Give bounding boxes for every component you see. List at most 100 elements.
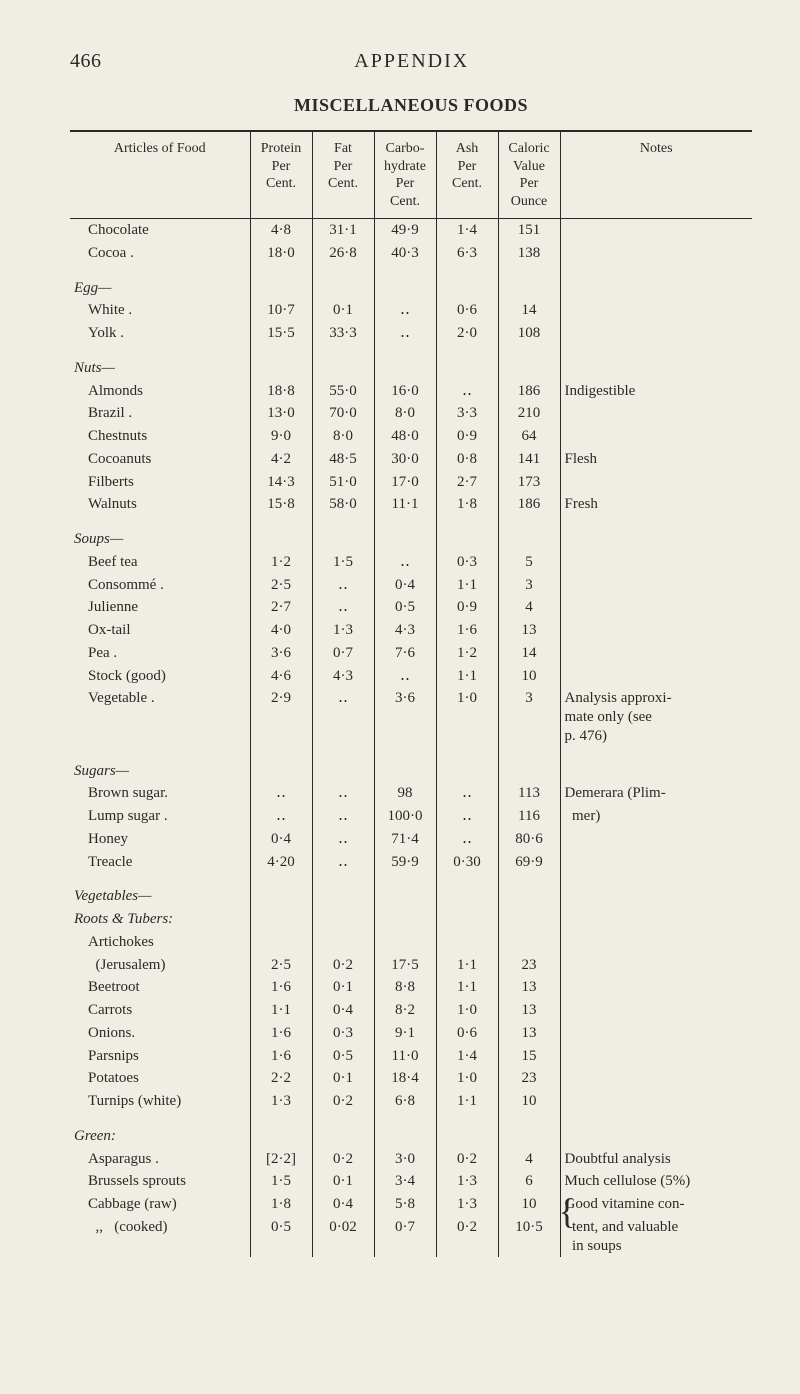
carbo-cell: ‥ bbox=[374, 551, 436, 574]
caloric-cell: 5 bbox=[498, 551, 560, 574]
fat-cell: 0·3 bbox=[312, 1022, 374, 1045]
carbo-cell: 9·1 bbox=[374, 1022, 436, 1045]
protein-cell: 13·0 bbox=[250, 402, 312, 425]
table-row: Filberts14·351·017·02·7173 bbox=[70, 471, 752, 494]
caloric-cell: 6 bbox=[498, 1170, 560, 1193]
notes-cell bbox=[560, 665, 752, 688]
protein-cell: 18·8 bbox=[250, 380, 312, 403]
carbo-cell: ‥ bbox=[374, 322, 436, 345]
caloric-cell: 4 bbox=[498, 1148, 560, 1171]
ash-cell: ‥ bbox=[436, 805, 498, 828]
ash-cell: 0·9 bbox=[436, 596, 498, 619]
notes-cell bbox=[560, 219, 752, 242]
notes-cell bbox=[560, 619, 752, 642]
fat-cell: 0·4 bbox=[312, 999, 374, 1022]
ash-cell: 1·4 bbox=[436, 219, 498, 242]
fat-cell: 0·1 bbox=[312, 1170, 374, 1193]
table-row: White .10·70·1‥0·614 bbox=[70, 299, 752, 322]
notes-cell bbox=[560, 642, 752, 665]
fat-cell: ‥ bbox=[312, 782, 374, 805]
table-row: Lump sugar .‥‥100·0‥116 mer) bbox=[70, 805, 752, 828]
carbo-cell: 11·0 bbox=[374, 1045, 436, 1068]
fat-cell: 0·7 bbox=[312, 642, 374, 665]
protein-cell: 14·3 bbox=[250, 471, 312, 494]
table-row: Sugars— bbox=[70, 748, 752, 783]
notes-cell bbox=[560, 1090, 752, 1113]
col-caloric: CaloricValuePerOunce bbox=[498, 131, 560, 219]
table-row: Treacle4·20‥59·90·3069·9 bbox=[70, 851, 752, 874]
carbo-cell: 16·0 bbox=[374, 380, 436, 403]
protein-cell: 18·0 bbox=[250, 242, 312, 265]
section-label: Vegetables— bbox=[70, 873, 250, 908]
article-cell: Asparagus . bbox=[70, 1148, 250, 1171]
caloric-cell: 141 bbox=[498, 448, 560, 471]
page-number: 466 bbox=[70, 50, 102, 73]
protein-cell: 4·20 bbox=[250, 851, 312, 874]
notes-cell bbox=[560, 1022, 752, 1045]
article-cell: Almonds bbox=[70, 380, 250, 403]
fat-cell: 0·4 bbox=[312, 1193, 374, 1216]
ash-cell: 0·6 bbox=[436, 1022, 498, 1045]
table-row: Honey0·4‥71·4‥80·6 bbox=[70, 828, 752, 851]
fat-cell: ‥ bbox=[312, 574, 374, 597]
ash-cell: ‥ bbox=[436, 782, 498, 805]
fat-cell: 58·0 bbox=[312, 493, 374, 516]
protein-cell: 10·7 bbox=[250, 299, 312, 322]
section-label: Sugars— bbox=[70, 748, 250, 783]
caloric-cell: 3 bbox=[498, 574, 560, 597]
protein-cell: 1·6 bbox=[250, 1045, 312, 1068]
ash-cell: 1·0 bbox=[436, 687, 498, 747]
fat-cell: 0·1 bbox=[312, 976, 374, 999]
carbo-cell: 8·8 bbox=[374, 976, 436, 999]
carbo-cell: 49·9 bbox=[374, 219, 436, 242]
fat-cell: 0·2 bbox=[312, 1148, 374, 1171]
caloric-cell: 4 bbox=[498, 596, 560, 619]
protein-cell: 2·5 bbox=[250, 954, 312, 977]
protein-cell: 4·8 bbox=[250, 219, 312, 242]
table-row: Soups— bbox=[70, 516, 752, 551]
notes-cell bbox=[560, 425, 752, 448]
ash-cell: 2·7 bbox=[436, 471, 498, 494]
table-row: Carrots1·10·48·21·013 bbox=[70, 999, 752, 1022]
notes-cell: Analysis approxi-mate only (seep. 476) bbox=[560, 687, 752, 747]
fat-cell: 1·3 bbox=[312, 619, 374, 642]
ash-cell: 0·2 bbox=[436, 1216, 498, 1258]
caloric-cell: 23 bbox=[498, 1067, 560, 1090]
table-row: Consommé .2·5‥0·41·13 bbox=[70, 574, 752, 597]
ash-cell: 0·3 bbox=[436, 551, 498, 574]
notes-cell bbox=[560, 1067, 752, 1090]
table-row: Artichokes bbox=[70, 931, 752, 954]
notes-cell bbox=[560, 828, 752, 851]
caloric-cell bbox=[498, 931, 560, 954]
table-row: Asparagus .[2·2]0·23·00·24Doubtful analy… bbox=[70, 1148, 752, 1171]
table-row: Roots & Tubers: bbox=[70, 908, 752, 931]
foods-table: Articles of Food ProteinPerCent. FatPerC… bbox=[70, 130, 752, 1257]
article-cell: Onions. bbox=[70, 1022, 250, 1045]
table-row: Brussels sprouts1·50·13·41·36Much cellul… bbox=[70, 1170, 752, 1193]
article-cell: Pea . bbox=[70, 642, 250, 665]
notes-cell: mer) bbox=[560, 805, 752, 828]
caloric-cell: 10 bbox=[498, 1193, 560, 1216]
protein-cell: 0·4 bbox=[250, 828, 312, 851]
table-row: Brown sugar.‥‥98‥113Demerara (Plim- bbox=[70, 782, 752, 805]
article-cell: Treacle bbox=[70, 851, 250, 874]
protein-cell: 4·6 bbox=[250, 665, 312, 688]
ash-cell: 1·1 bbox=[436, 1090, 498, 1113]
fat-cell: ‥ bbox=[312, 805, 374, 828]
notes-cell bbox=[560, 976, 752, 999]
notes-cell bbox=[560, 596, 752, 619]
article-cell: Stock (good) bbox=[70, 665, 250, 688]
fat-cell: 70·0 bbox=[312, 402, 374, 425]
header-spacer bbox=[722, 50, 752, 73]
table-row: ,, (cooked)0·50·020·70·210·5 tent, and v… bbox=[70, 1216, 752, 1258]
table-row: Chocolate4·831·149·91·4151 bbox=[70, 219, 752, 242]
ash-cell: 1·1 bbox=[436, 574, 498, 597]
fat-cell: ‥ bbox=[312, 596, 374, 619]
table-row: Chestnuts9·08·048·00·964 bbox=[70, 425, 752, 448]
protein-cell: 1·2 bbox=[250, 551, 312, 574]
ash-cell: ‥ bbox=[436, 828, 498, 851]
article-cell: Beef tea bbox=[70, 551, 250, 574]
article-cell: Parsnips bbox=[70, 1045, 250, 1068]
article-cell: Consommé . bbox=[70, 574, 250, 597]
appendix-title: APPENDIX bbox=[354, 50, 469, 73]
